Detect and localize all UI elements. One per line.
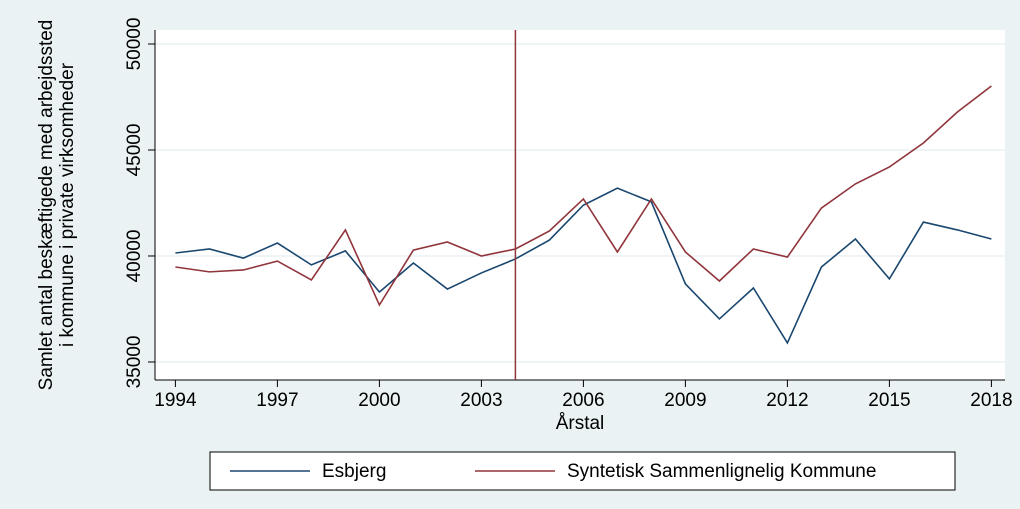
legend bbox=[209, 451, 956, 491]
x-tick-label: 1994 bbox=[154, 390, 197, 411]
x-tick-label: 2003 bbox=[460, 390, 502, 411]
legend-label: Syntetisk Sammenlignelig Kommune bbox=[567, 461, 876, 482]
y-axis-title: Samlet antal beskæftigede med arbejdsste… bbox=[36, 20, 57, 391]
y-tick-label: 45000 bbox=[124, 124, 145, 177]
y-axis-title: i kommune i private virksomheder bbox=[57, 62, 78, 347]
y-tick-label: 50000 bbox=[124, 18, 145, 71]
y-tick-label: 40000 bbox=[124, 230, 145, 283]
x-tick-label: 2012 bbox=[766, 390, 808, 411]
line-series bbox=[175, 85, 992, 307]
x-axis-title: Årstal bbox=[556, 413, 605, 434]
x-tick-label: 2009 bbox=[664, 390, 706, 411]
x-tick-label: 2006 bbox=[562, 390, 604, 411]
legend-label: Esbjerg bbox=[322, 461, 386, 482]
x-tick-label: 1997 bbox=[256, 390, 298, 411]
line-series bbox=[175, 187, 992, 345]
x-tick-label: 2018 bbox=[970, 390, 1012, 411]
plot-area bbox=[155, 30, 1005, 380]
x-tick-label: 2000 bbox=[358, 390, 400, 411]
x-tick-label: 2015 bbox=[868, 390, 910, 411]
y-tick-label: 35000 bbox=[124, 336, 145, 389]
